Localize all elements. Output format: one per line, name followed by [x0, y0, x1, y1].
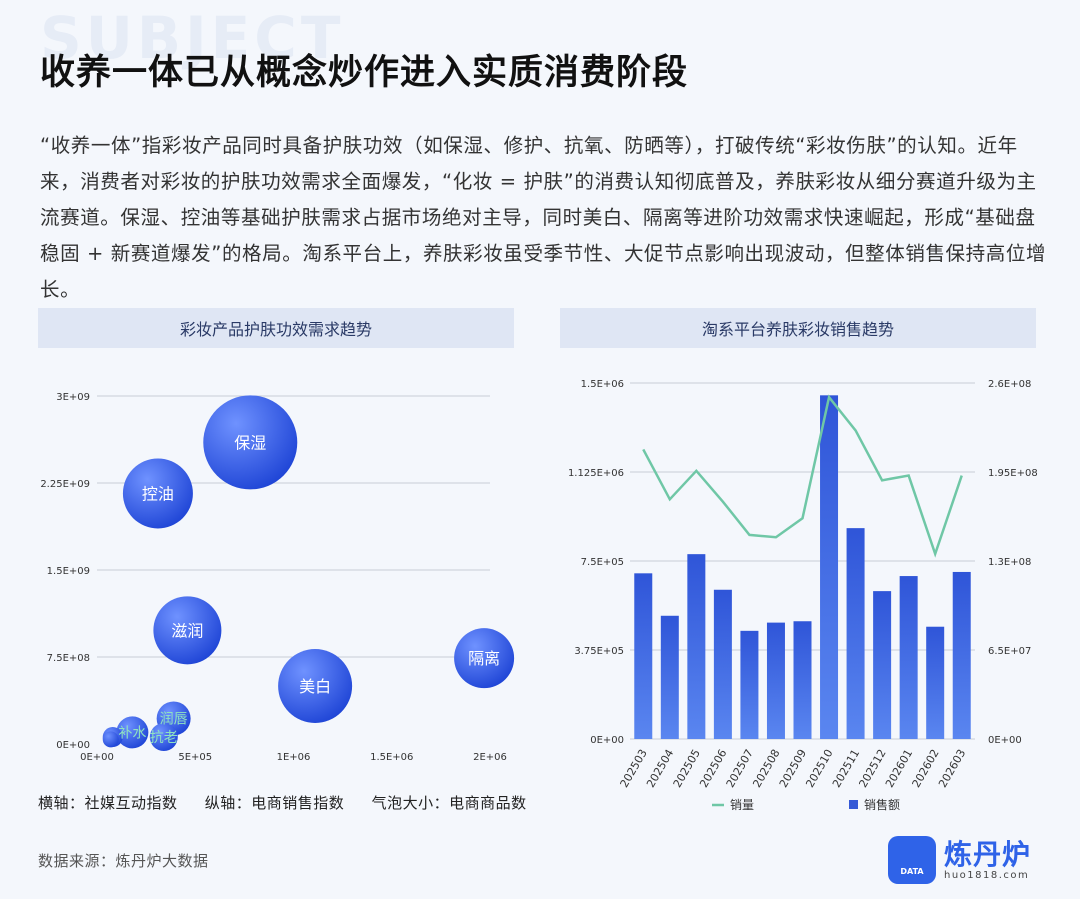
left-panel-title: 彩妆产品护肤功效需求趋势	[38, 308, 514, 348]
bubble	[149, 723, 178, 752]
bar	[820, 395, 839, 739]
x-axis-note: 横轴：社媒互动指数	[38, 794, 178, 812]
bubble-label: 滋润	[171, 621, 203, 640]
right-y-tick-label: 2.6E+08	[988, 379, 1031, 390]
legend-line-label: 销量	[730, 798, 754, 812]
right-y-tick-label: 6.5E+07	[988, 646, 1031, 657]
x-tick-label: 1E+06	[277, 752, 311, 763]
y-tick-label: 3E+09	[56, 392, 90, 403]
axis-legend-note: 横轴：社媒互动指数 纵轴：电商销售指数 气泡大小：电商商品数	[38, 792, 549, 813]
bubble	[122, 458, 193, 529]
bubble-label: 补水	[118, 725, 146, 741]
bar	[766, 622, 785, 739]
bar	[873, 591, 892, 739]
bubble-label: 隔离	[468, 649, 500, 668]
x-tick-label: 1.5E+06	[370, 752, 413, 763]
bubble-label: 控油	[142, 484, 174, 503]
x-tick-label: 0E+00	[80, 752, 114, 763]
y-tick-label: 2.25E+09	[40, 479, 90, 490]
background-watermark-word: SUBJECT	[40, 4, 345, 72]
page-title: 收养一体已从概念炒作进入实质消费阶段	[40, 53, 689, 93]
bubble	[454, 628, 515, 689]
brand-logo: DATA 炼丹炉 huo1818.com	[888, 836, 1031, 884]
bar	[740, 630, 759, 739]
bar	[634, 573, 653, 739]
legend-bar-label: 销售额	[864, 797, 900, 812]
bar	[793, 621, 812, 739]
bubble	[102, 731, 119, 748]
right-y-tick-label: 0E+00	[988, 735, 1022, 746]
logo-url: huo1818.com	[944, 869, 1030, 881]
left-y-tick-label: 1.5E+06	[581, 379, 624, 390]
bar	[660, 615, 679, 739]
logo-name: 炼丹炉	[944, 837, 1032, 871]
bar	[926, 626, 945, 739]
logo-icon: DATA	[888, 836, 936, 884]
x-tick-label: 5E+05	[178, 752, 212, 763]
bubble	[116, 716, 149, 749]
y-axis-note: 纵轴：电商销售指数	[204, 794, 345, 812]
y-tick-label: 0E+00	[56, 740, 90, 751]
bubble-label: 润唇	[160, 711, 188, 727]
right-y-tick-label: 1.3E+08	[988, 557, 1031, 568]
bubble-label: 抗老	[150, 730, 178, 746]
x-tick-label: 2E+06	[473, 752, 507, 763]
bubble-label: 保湿	[234, 433, 266, 452]
bubble	[153, 596, 222, 665]
left-y-tick-label: 3.75E+05	[574, 646, 624, 657]
bar	[899, 576, 918, 739]
bubble-label: 美白	[299, 677, 331, 696]
line-series	[642, 394, 963, 558]
bar	[687, 554, 706, 739]
legend-bar-swatch	[849, 800, 858, 809]
bar	[846, 528, 865, 739]
logo-badge: DATA	[900, 867, 924, 876]
y-tick-label: 1.5E+09	[47, 566, 90, 577]
size-note: 气泡大小：电商商品数	[371, 794, 527, 812]
bubble	[203, 395, 298, 490]
sales-trend-chart: 0E+00 3.75E+05 7.5E+05 1.125E+06 1.5E+06 0E+0…	[568, 379, 1038, 812]
bubble-chart: 0E+00 7.5E+08 1.5E+09 2.25E+09 3E+09 0E+00 5E+…	[40, 392, 515, 763]
left-y-tick-label: 7.5E+05	[581, 557, 624, 568]
left-y-tick-label: 1.125E+06	[568, 468, 624, 479]
right-y-tick-label: 1.95E+08	[988, 468, 1038, 479]
right-panel-title: 淘系平台养肤彩妆销售趋势	[560, 308, 1036, 348]
left-y-tick-label: 0E+00	[590, 735, 624, 746]
intro-paragraph: “收养一体”指彩妆产品同时具备护肤功效（如保湿、修护、抗氧、防晒等），打破传统“…	[40, 134, 1047, 301]
bubble	[278, 649, 353, 723]
bar	[713, 589, 732, 739]
data-source: 数据来源：炼丹炉大数据	[38, 852, 209, 870]
bar	[952, 571, 971, 739]
y-tick-label: 7.5E+08	[47, 653, 90, 664]
